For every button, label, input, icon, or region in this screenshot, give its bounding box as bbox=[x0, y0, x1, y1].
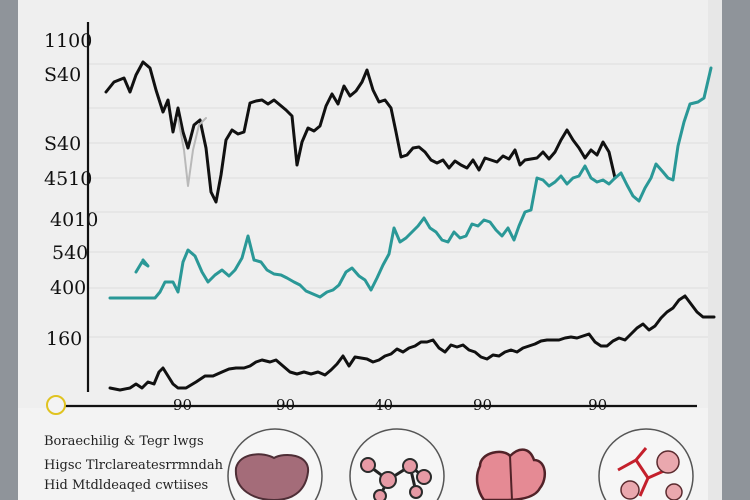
series-line-5 bbox=[108, 294, 716, 392]
series-line-4 bbox=[134, 258, 150, 274]
series-layer bbox=[104, 60, 716, 392]
x-tick-label: 90 bbox=[173, 396, 192, 414]
series-line-3 bbox=[108, 66, 713, 300]
y-tick-label: 540 bbox=[52, 242, 88, 264]
series-line-1 bbox=[104, 60, 617, 204]
caption-line-1: Boraechilig & Tegr lwgs bbox=[44, 434, 204, 449]
y-tick-label: 160 bbox=[46, 328, 82, 350]
y-tick-label: 4010 bbox=[50, 209, 98, 231]
line-chart: 1100 S40 S40 4510 4010 540 400 160 90 90… bbox=[44, 22, 716, 500]
thumbnail-1 bbox=[227, 428, 323, 500]
y-tick-label: 4510 bbox=[44, 168, 92, 190]
x-tick-label: 90 bbox=[276, 396, 295, 414]
thumbnail-4 bbox=[598, 428, 694, 500]
chart-card bbox=[18, 0, 722, 408]
y-tick-label: 400 bbox=[50, 277, 86, 299]
y-tick-label: 1100 bbox=[44, 30, 92, 52]
y-tick-label: S40 bbox=[44, 64, 81, 86]
x-tick-label: 90 bbox=[473, 396, 492, 414]
figure-page: 1100 S40 S40 4510 4010 540 400 160 90 90… bbox=[18, 0, 722, 500]
caption-line-3: Hid Mtdldeaqed cwtiises bbox=[44, 478, 209, 493]
thumbnail-2 bbox=[349, 428, 445, 500]
series-line-2 bbox=[177, 117, 207, 187]
caption-line-2: Higsc Tlrclareatesrrmndah bbox=[44, 458, 223, 473]
y-tick-label: S40 bbox=[44, 133, 81, 155]
thumbnail-3 bbox=[475, 448, 547, 500]
x-tick-label: 40 bbox=[374, 396, 393, 414]
x-tick-label: -90 bbox=[583, 396, 607, 414]
gridlines bbox=[88, 63, 708, 338]
origin-marker bbox=[46, 395, 66, 415]
page-right-edge bbox=[708, 0, 722, 500]
